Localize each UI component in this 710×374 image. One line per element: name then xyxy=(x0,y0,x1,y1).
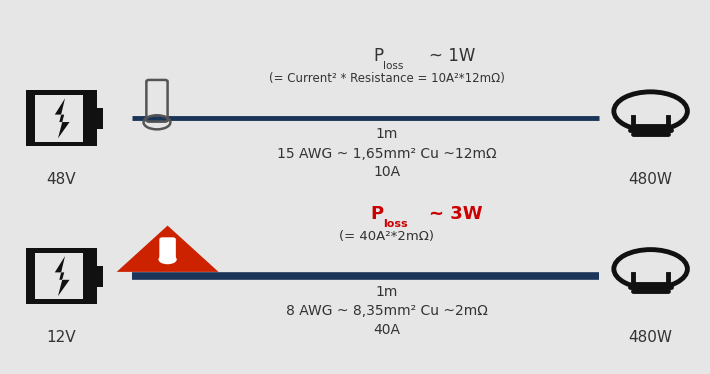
Text: 12V: 12V xyxy=(47,330,76,345)
Text: 15 AWG ~ 1,65mm² Cu ~12mΩ: 15 AWG ~ 1,65mm² Cu ~12mΩ xyxy=(277,147,496,160)
Text: P: P xyxy=(370,205,383,223)
FancyBboxPatch shape xyxy=(97,108,103,129)
FancyBboxPatch shape xyxy=(35,95,83,142)
Text: 48V: 48V xyxy=(47,172,76,187)
Text: P: P xyxy=(373,47,383,65)
Circle shape xyxy=(158,255,177,264)
FancyBboxPatch shape xyxy=(97,266,103,287)
Text: ~ 3W: ~ 3W xyxy=(430,205,483,223)
FancyBboxPatch shape xyxy=(26,248,97,304)
Text: loss: loss xyxy=(383,220,408,230)
Text: 480W: 480W xyxy=(628,172,672,187)
FancyBboxPatch shape xyxy=(35,253,83,300)
FancyBboxPatch shape xyxy=(160,238,175,259)
Text: 40A: 40A xyxy=(373,323,400,337)
Text: (= 40A²*2mΩ): (= 40A²*2mΩ) xyxy=(339,230,435,242)
Text: ~ 1W: ~ 1W xyxy=(430,47,476,65)
Polygon shape xyxy=(55,256,70,296)
FancyBboxPatch shape xyxy=(26,91,97,146)
Text: 10A: 10A xyxy=(373,165,400,179)
Polygon shape xyxy=(116,226,219,272)
Polygon shape xyxy=(55,98,70,138)
Text: 8 AWG ~ 8,35mm² Cu ~2mΩ: 8 AWG ~ 8,35mm² Cu ~2mΩ xyxy=(286,304,488,318)
Text: (= Current² * Resistance = 10A²*12mΩ): (= Current² * Resistance = 10A²*12mΩ) xyxy=(269,72,505,85)
Text: 1m: 1m xyxy=(376,127,398,141)
Text: loss: loss xyxy=(383,61,404,71)
Text: 1m: 1m xyxy=(376,285,398,299)
Text: 480W: 480W xyxy=(628,330,672,345)
